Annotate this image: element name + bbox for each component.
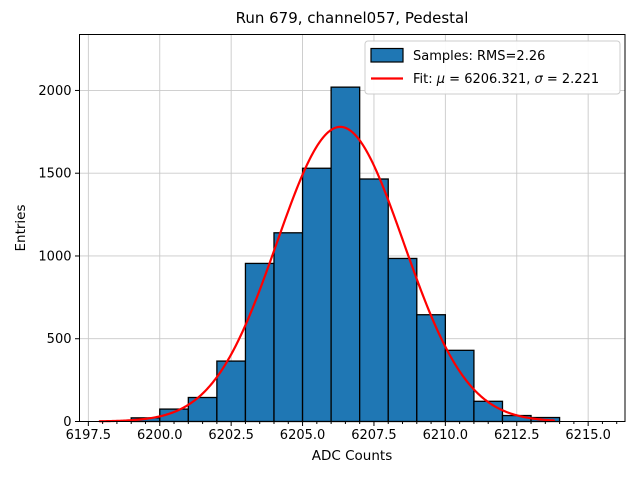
x-tick-label: 6205.0 — [280, 428, 326, 443]
y-tick-label: 1500 — [38, 167, 71, 182]
histogram-bar — [416, 314, 447, 423]
plot-frame — [79, 34, 626, 422]
histogram-bars — [130, 86, 561, 423]
y-tick-label: 2000 — [38, 84, 71, 99]
legend-label: Fit: μ = 6206.321, σ = 2.221 — [413, 72, 599, 87]
histogram-bar — [330, 86, 361, 423]
fit-curve — [98, 125, 555, 423]
x-axis-label: ADC Counts — [311, 448, 393, 464]
histogram-bar — [359, 178, 389, 423]
legend: Samples: RMS=2.26 Fit: μ = 6206.321, σ = … — [364, 40, 621, 95]
y-tick-label: 500 — [47, 332, 72, 347]
legend-label: Samples: RMS=2.26 — [413, 49, 545, 64]
x-tick-label: 6207.5 — [351, 428, 397, 443]
histogram-bar — [387, 257, 418, 423]
y-tick-label: 0 — [63, 415, 71, 430]
axis-ticks — [75, 89, 618, 426]
x-tick-label: 6200.0 — [137, 428, 183, 443]
histogram-bar — [301, 167, 332, 423]
x-tick-label: 6212.5 — [494, 428, 540, 443]
histogram-bar — [473, 400, 504, 423]
legend-swatch-samples — [370, 47, 404, 63]
x-tick-label: 6202.5 — [208, 428, 254, 443]
x-tick-label: 6215.0 — [565, 428, 611, 443]
x-tick-label: 6210.0 — [423, 428, 469, 443]
legend-box — [364, 40, 621, 95]
y-tick-label: 1000 — [38, 249, 71, 264]
chart-title: Run 679, channel057, Pedestal — [235, 9, 469, 27]
histogram-bar — [273, 232, 304, 423]
tick-labels: 6197.5 6200.0 6202.5 6205.0 6207.5 6210.0 6212… — [38, 84, 611, 443]
histogram-bar — [444, 349, 475, 423]
x-tick-label: 6197.5 — [66, 428, 112, 443]
